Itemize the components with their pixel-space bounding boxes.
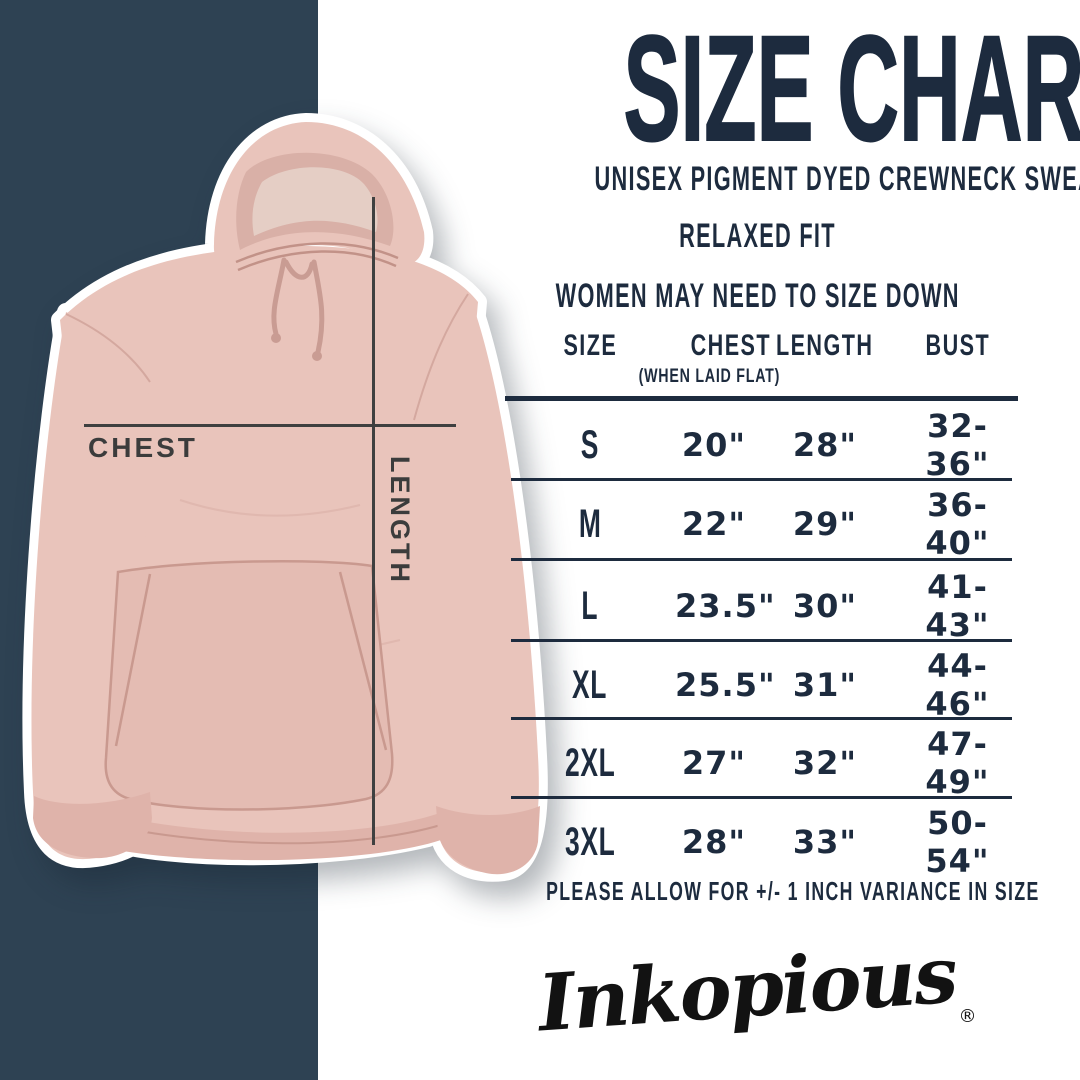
col-header-size: SIZE (563, 329, 617, 362)
cell-chest: 28" (681, 823, 747, 861)
cell-bust: 44-46" (925, 647, 990, 723)
brand-logo-text: Inkopious (535, 929, 960, 1050)
subtitle-sizing-advice: WOMEN MAY NEED TO SIZE DOWN (555, 277, 960, 315)
cell-length: 29" (792, 505, 858, 543)
cell-length: 30" (792, 587, 858, 625)
cell-chest: 27" (681, 744, 747, 782)
table-row: M 22" 29" 36-40" (505, 486, 1018, 562)
cell-size: L (581, 583, 599, 628)
cell-chest: 25.5" (675, 666, 776, 704)
cell-size: 3XL (564, 819, 616, 864)
table-row: S 20" 28" 32-36" (505, 407, 1018, 483)
variance-note: PLEASE ALLOW FOR +/- 1 INCH VARIANCE IN … (546, 876, 1040, 906)
page-title: SIZE CHART (623, 4, 1080, 172)
table-row: L 23.5" 30" 41-43" (505, 568, 1018, 644)
cell-bust: 32-36" (925, 407, 990, 483)
cell-length: 33" (792, 823, 858, 861)
table-row: XL 25.5" 31" 44-46" (505, 647, 1018, 723)
cell-length: 32" (792, 744, 858, 782)
chest-measure-label: CHEST (88, 432, 198, 463)
cell-size: S (580, 422, 600, 467)
row-divider (511, 796, 1012, 799)
table-header-row: SIZE CHEST LENGTH BUST (505, 316, 1018, 376)
cell-size: M (578, 501, 602, 546)
col-header-bust: BUST (925, 329, 990, 362)
hoodie-details (33, 152, 540, 875)
cell-size: 2XL (564, 740, 616, 785)
col-header-length: LENGTH (776, 329, 874, 362)
length-measure-label: LENGTH (385, 456, 415, 585)
cell-size: XL (572, 662, 608, 707)
subtitle-fit: RELAXED FIT (679, 217, 836, 255)
cell-bust: 36-40" (925, 486, 990, 562)
table-row: 2XL 27" 32" 47-49" (505, 725, 1018, 801)
chest-measure-line (84, 424, 456, 427)
row-divider (511, 639, 1012, 642)
row-divider (511, 558, 1012, 561)
cell-length: 31" (792, 666, 858, 704)
size-chart-panel: SIZE CHART UNISEX PIGMENT DYED CREWNECK … (430, 0, 1080, 1080)
cell-bust: 50-54" (925, 804, 990, 880)
registered-trademark-icon: ® (958, 1006, 977, 1027)
cell-chest: 20" (681, 426, 747, 464)
cell-chest: 23.5" (675, 587, 776, 625)
cell-length: 28" (792, 426, 858, 464)
row-divider (511, 717, 1012, 720)
table-header-rule (505, 396, 1018, 401)
brand-logo: Inkopious® (430, 930, 1080, 1050)
cell-chest: 22" (681, 505, 747, 543)
chest-column-note: (WHEN LAID FLAT) (638, 366, 780, 387)
col-header-chest: CHEST (690, 329, 772, 362)
row-divider (511, 478, 1012, 481)
length-measure-line (372, 197, 375, 845)
subtitle-product: UNISEX PIGMENT DYED CREWNECK SWEATSHIRT (594, 160, 1080, 198)
cell-bust: 41-43" (925, 568, 990, 644)
cell-bust: 47-49" (925, 725, 990, 801)
table-row: 3XL 28" 33" 50-54" (505, 804, 1018, 880)
